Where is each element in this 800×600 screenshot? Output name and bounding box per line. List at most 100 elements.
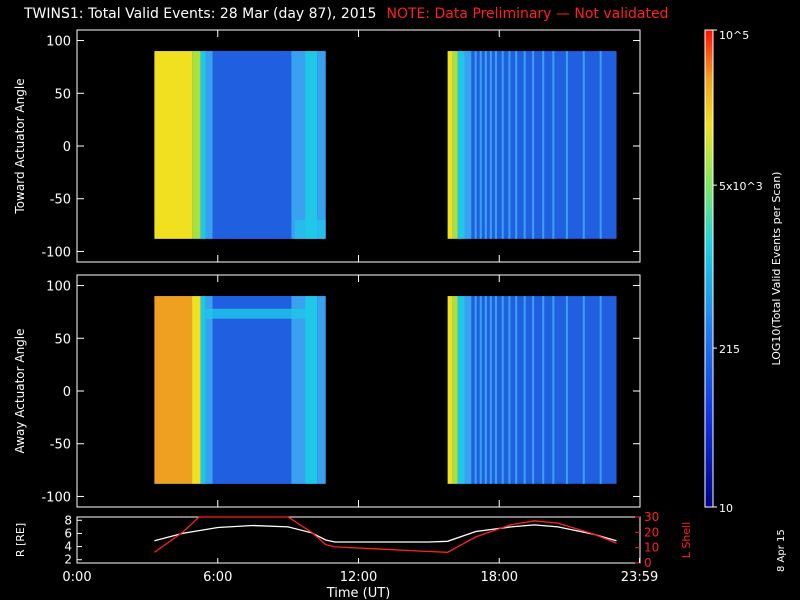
away-ylabel: Away Actuator Angle	[13, 328, 27, 453]
right-y-tick-label: 30	[644, 510, 659, 524]
heatmap-strip	[515, 296, 518, 484]
heatmap-strip	[200, 51, 206, 239]
x-tick-label: 12:00	[340, 570, 377, 585]
heatmap-patch	[294, 219, 326, 239]
heatmap-strip	[489, 296, 492, 484]
heatmap-strip	[305, 51, 318, 239]
heatmap-strip	[508, 51, 511, 239]
right-axis-label: L Shell	[680, 522, 693, 558]
chart-title: TWINS1: Total Valid Events: 28 Mar (day …	[24, 6, 668, 22]
x-tick-label: 18:00	[481, 570, 518, 585]
heatmap-strip	[599, 296, 602, 484]
heatmap-strip	[565, 296, 568, 484]
heatmap-strip	[515, 51, 518, 239]
heatmap-strip	[494, 51, 497, 239]
left-axis-label: R [RE]	[14, 523, 27, 557]
heatmap-strip	[582, 51, 585, 239]
heatmap-strip	[479, 51, 482, 239]
heatmap-strip	[582, 296, 585, 484]
x-tick-label: 23:59	[621, 570, 658, 585]
heatmap-strip	[317, 51, 326, 239]
colorbar: 10 215 5x10^3 10^5 LOG10(Total Valid Events …	[704, 29, 783, 515]
y-tick-label: 50	[54, 332, 71, 347]
heatmap-strip	[532, 51, 535, 239]
heatmap-strip	[508, 296, 511, 484]
right-y-tick-label: 20	[644, 525, 659, 539]
heatmap-strip	[452, 296, 458, 484]
heatmap-strip	[565, 51, 568, 239]
heatmap-strip	[457, 51, 465, 239]
toward-panel: 100 50 0 -50 -100 Toward Actuator Angle	[13, 29, 641, 263]
heatmap-strip	[552, 51, 555, 239]
heatmap-strip	[532, 296, 535, 484]
toward-data-block	[447, 51, 617, 239]
left-y-tick-label: 6	[64, 526, 72, 540]
heatmap-strip	[523, 51, 526, 239]
right-y-tick-label: 0	[644, 556, 652, 570]
title-main: TWINS1: Total Valid Events: 28 Mar (day …	[24, 6, 377, 22]
lshell-series-line	[154, 516, 617, 553]
heatmap-strip	[484, 296, 487, 484]
left-y-tick-label: 2	[64, 553, 72, 567]
colorbar-tick-label: 10^5	[719, 29, 749, 42]
heatmap-strip	[457, 296, 465, 484]
heatmap-strip	[474, 51, 477, 239]
x-tick-label: 6:00	[203, 570, 232, 585]
heatmap-strip	[523, 296, 526, 484]
y-tick-label: 100	[46, 35, 71, 50]
heatmap-strip	[489, 51, 492, 239]
date-stamp: 8 Apr 15	[776, 529, 787, 572]
away-data-block	[154, 296, 326, 484]
heatmap-strip	[291, 51, 306, 239]
heatmap-strip	[501, 296, 504, 484]
colorbar-tick-label: 5x10^3	[719, 180, 763, 193]
y-tick-label: 100	[46, 280, 71, 295]
y-tick-label: -50	[50, 193, 71, 208]
heatmap-strip	[305, 296, 318, 484]
away-panel: 100 50 0 -50 -100 Away Actuator Angle	[13, 274, 641, 508]
heatmap-strip	[291, 296, 306, 484]
heatmap-strip	[464, 51, 472, 239]
heatmap-strip	[552, 296, 555, 484]
heatmap-strip	[494, 296, 497, 484]
toward-ylabel: Toward Actuator Angle	[13, 78, 27, 214]
colorbar-scale	[704, 29, 714, 508]
away-data-block	[447, 296, 617, 484]
heatmap-strip	[501, 51, 504, 239]
heatmap-strip	[192, 51, 201, 239]
heatmap-strip	[599, 51, 602, 239]
heatmap-strip	[212, 296, 292, 484]
heatmap-strip	[484, 51, 487, 239]
heatmap-strip	[200, 296, 206, 484]
x-tick-label: 0:00	[62, 570, 91, 585]
right-y-tick-label: 10	[644, 541, 659, 555]
colorbar-tick-label: 215	[719, 343, 740, 356]
toward-data-block	[154, 51, 326, 239]
heatmap-strip	[479, 296, 482, 484]
heatmap-band	[205, 308, 309, 319]
heatmap-strip	[447, 296, 453, 484]
heatmap-strip	[205, 51, 213, 239]
y-tick-label: 0	[63, 140, 71, 155]
colorbar-tick-label: 10	[719, 502, 733, 515]
heatmap-strip	[542, 51, 545, 239]
heatmap-strip	[452, 51, 458, 239]
y-tick-label: 0	[63, 385, 71, 400]
heatmap-strip	[317, 296, 326, 484]
y-tick-label: -100	[41, 245, 71, 260]
heatmap-strip	[464, 296, 472, 484]
heatmap-strip	[212, 51, 292, 239]
colorbar-label: LOG10(Total Valid Events per Scan)	[770, 172, 783, 366]
heatmap-strip	[447, 51, 453, 239]
heatmap-strip	[542, 296, 545, 484]
heatmap-strip	[154, 51, 193, 239]
heatmap-strip	[205, 296, 213, 484]
heatmap-strip	[474, 296, 477, 484]
y-tick-label: -100	[41, 490, 71, 505]
title-note: NOTE: Data Preliminary — Not validated	[386, 6, 669, 22]
y-tick-label: 50	[54, 87, 71, 102]
heatmap-strip	[154, 296, 193, 484]
heatmap-strip	[192, 296, 201, 484]
